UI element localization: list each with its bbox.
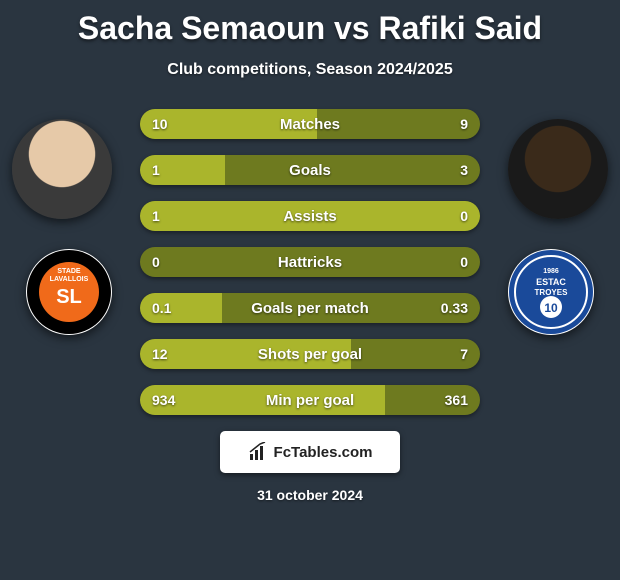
stat-value-right: 361 [445,385,468,415]
stat-row: Goals1 3 [140,155,480,185]
stat-value-right: 7 [460,339,468,369]
svg-text:1986: 1986 [543,268,559,275]
svg-text:SL: SL [56,286,82,308]
stat-bars-container: Matches109Goals13Assists10Hattricks00Goa… [140,109,480,415]
stat-value-right: 0 [460,247,468,277]
stat-value-right: 3 [460,155,468,185]
date-text: 31 october 2024 [0,487,620,503]
player2-club-badge: 1986 ESTAC TROYES 10 [508,249,594,335]
stat-row: Shots per goal12 7 [140,339,480,369]
stat-label: Hattricks [140,247,480,277]
stat-value-left: 934 [152,385,175,415]
stat-value-right: 0.33 [441,293,468,323]
subtitle: Club competitions, Season 2024/2025 [0,61,620,79]
stat-label: Min per goal [140,385,480,415]
brand-box: FcTables.com [220,431,400,473]
svg-text:STADE: STADE [57,268,81,275]
stat-label: Goals [140,155,480,185]
stat-value-left: 0.1 [152,293,171,323]
stat-row: Min per goal934 361 [140,385,480,415]
player1-avatar [12,119,112,219]
stat-value-left: 10 [152,109,168,139]
page-title: Sacha Semaoun vs Rafiki Said [0,0,620,47]
player1-club-badge: STADE LAVALLOIS SL [26,249,112,335]
stat-value-left: 0 [152,247,160,277]
chart-icon [248,442,268,462]
stat-value-left: 1 [152,155,160,185]
svg-text:LAVALLOIS: LAVALLOIS [50,276,89,283]
stat-row: Hattricks0 0 [140,247,480,277]
stat-value-left: 12 [152,339,168,369]
brand-text: FcTables.com [274,444,373,461]
player2-avatar [508,119,608,219]
stat-label: Goals per match [140,293,480,323]
svg-text:ESTAC: ESTAC [536,277,566,287]
stat-row: Assists1 0 [140,201,480,231]
stat-row: Goals per match0.1 0.33 [140,293,480,323]
comparison-content: STADE LAVALLOIS SL 1986 ESTAC TROYES 10 … [0,109,620,415]
stat-row: Matches10 9 [140,109,480,139]
stat-value-right: 9 [460,109,468,139]
stat-value-right: 0 [460,201,468,231]
svg-text:10: 10 [544,301,558,315]
svg-text:TROYES: TROYES [535,288,569,297]
stat-label: Assists [140,201,480,231]
stat-label: Matches [140,109,480,139]
stat-label: Shots per goal [140,339,480,369]
stat-value-left: 1 [152,201,160,231]
